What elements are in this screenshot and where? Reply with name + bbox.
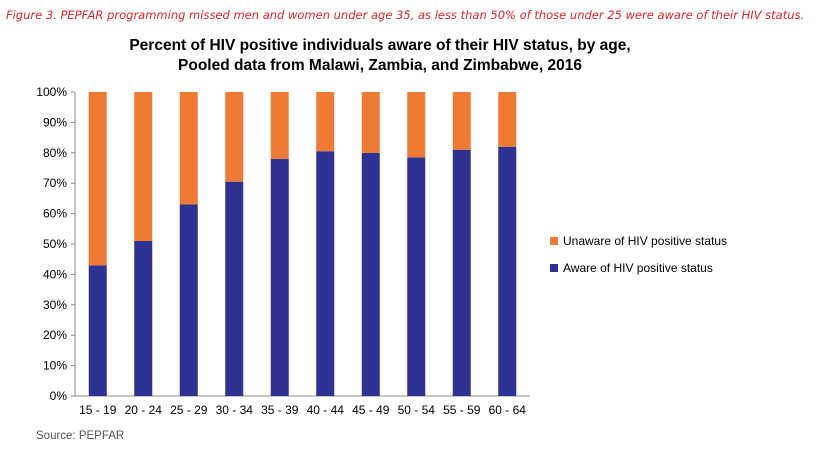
x-tick-label: 25 - 29 [170,403,208,417]
bar-aware [88,265,107,396]
x-tick-label: 45 - 49 [352,403,390,417]
y-tick-label: 50% [43,237,67,251]
bar-unaware [498,92,517,147]
figure-caption: Figure 3. PEPFAR programming missed men … [6,8,805,22]
bar-unaware [316,92,335,152]
legend-swatch-unaware [550,236,558,245]
bar-aware [316,151,335,396]
legend-item-unaware: Unaware of HIV positive status [550,232,727,249]
bar-unaware [225,92,244,182]
chart-title-line1: Percent of HIV positive individuals awar… [129,37,631,54]
y-tick-label: 40% [43,267,67,281]
legend-label-aware: Aware of HIV positive status [563,260,713,275]
y-tick-label: 80% [43,146,67,160]
bar-unaware [270,92,289,159]
chart-title: Percent of HIV positive individuals awar… [0,36,760,76]
y-tick-label: 70% [43,176,67,190]
bar-unaware [134,92,153,241]
legend: Unaware of HIV positive status Aware of … [550,232,727,286]
legend-swatch-aware [550,263,558,272]
y-tick-label: 60% [43,207,67,221]
y-tick-label: 0% [50,389,68,403]
bar-unaware [452,92,471,150]
chart-subtitle: Pooled data from Malawi, Zambia, and Zim… [178,57,582,74]
bar-aware [498,146,517,396]
y-tick-label: 20% [43,328,67,342]
x-tick-label: 60 - 64 [489,403,527,417]
y-tick-label: 90% [43,115,67,129]
bar-unaware [88,92,107,266]
legend-label-unaware: Unaware of HIV positive status [563,233,728,248]
bar-unaware [407,92,426,158]
y-tick-label: 100% [36,85,67,99]
x-tick-label: 35 - 39 [261,403,299,417]
legend-item-aware: Aware of HIV positive status [550,259,727,276]
x-tick-label: 20 - 24 [125,403,163,417]
bar-aware [407,157,426,396]
bar-aware [225,181,244,396]
bar-aware [179,204,198,396]
x-tick-label: 55 - 59 [443,403,481,417]
bar-aware [361,152,380,396]
x-tick-label: 40 - 44 [307,403,345,417]
bar-unaware [179,92,198,205]
bar-unaware [361,92,380,153]
y-tick-label: 30% [43,298,67,312]
bar-aware [452,149,471,396]
x-tick-label: 30 - 34 [216,403,254,417]
y-tick-label: 10% [43,359,67,373]
bar-aware [134,240,153,396]
bar-aware [270,158,289,396]
source-note: Source: PEPFAR [36,430,125,442]
x-tick-label: 50 - 54 [398,403,436,417]
x-tick-label: 15 - 19 [79,403,117,417]
